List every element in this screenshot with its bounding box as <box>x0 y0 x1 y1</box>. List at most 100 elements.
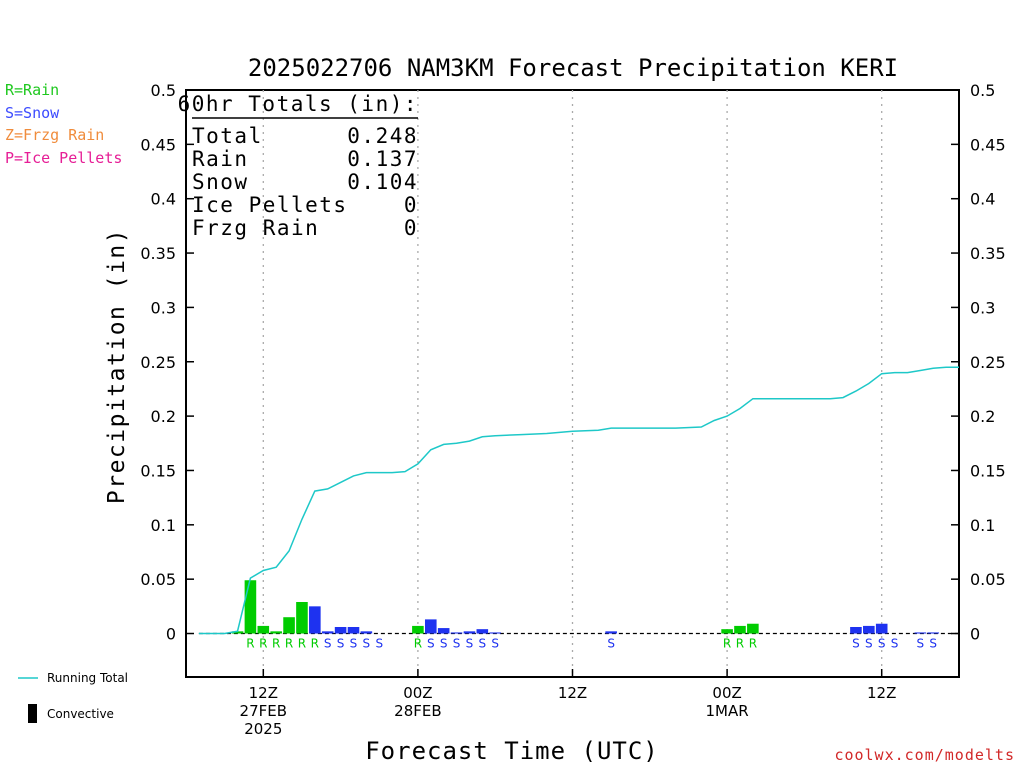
y-tick-label-right: 0.15 <box>970 461 1006 480</box>
y-tick-label-left: 0 <box>166 625 176 644</box>
line-legend: Running Total Convective <box>18 671 128 723</box>
legend-rain: R=Rain <box>5 81 59 99</box>
x-axis-label: Forecast Time (UTC) <box>365 737 659 765</box>
precip-type-label: S <box>324 637 332 651</box>
y-tick-label-right: 0.2 <box>970 407 995 426</box>
y-tick-label-left: 0.05 <box>140 570 176 589</box>
totals-row-value: 0.104 <box>347 170 418 194</box>
precip-type-label: R <box>246 637 254 651</box>
chart-title: 2025022706 NAM3KM Forecast Precipitation… <box>248 54 898 82</box>
precip-type-label: S <box>363 637 371 651</box>
x-tick-label: 2025 <box>244 720 282 738</box>
precip-bar <box>734 625 746 634</box>
y-tick-label-right: 0.35 <box>970 244 1006 263</box>
credit-text: coolwx.com/modelts <box>834 746 1015 764</box>
type-legend: R=Rain S=Snow Z=Frzg Rain P=Ice Pellets <box>5 81 122 167</box>
precip-type-label: S <box>479 637 487 651</box>
x-tick-label: 12Z <box>249 684 278 702</box>
precip-bar <box>450 632 463 634</box>
precip-type-label: S <box>453 637 461 651</box>
running-total-line <box>198 366 959 635</box>
precip-type-label: S <box>852 637 860 651</box>
precip-bar <box>437 628 450 634</box>
precip-type-label: R <box>736 637 744 651</box>
y-tick-label-right: 0.5 <box>970 81 995 100</box>
totals-box: 60hr Totals (in): Total 0.248 Rain 0.137 Sno… <box>178 92 418 240</box>
y-tick-label-right: 0.45 <box>970 135 1006 154</box>
precip-bar <box>875 623 888 634</box>
precip-type-label: R <box>272 637 280 651</box>
x-tick-label: 1MAR <box>706 702 749 720</box>
precip-type-label: S <box>865 637 873 651</box>
x-tick-label: 28FEB <box>394 702 441 720</box>
precip-type-label: S <box>607 637 615 651</box>
legend-ice-pellets: P=Ice Pellets <box>5 149 122 167</box>
precip-type-label: R <box>749 637 757 651</box>
precip-bar <box>914 632 927 634</box>
y-tick-label-left: 0.15 <box>140 461 176 480</box>
precip-type-label: S <box>427 637 435 651</box>
x-tick-label: 12Z <box>867 684 896 702</box>
convective-legend-label: Convective <box>47 707 114 721</box>
convective-legend-box <box>28 704 37 723</box>
totals-row-value: 0.248 <box>347 124 418 148</box>
precip-bar <box>347 626 360 634</box>
totals-header: 60hr Totals (in): <box>178 92 418 116</box>
y-axis-left: 0.5 0.45 0.4 0.35 0.3 0.25 0.2 0.15 0.1 0.05 0 <box>140 81 194 644</box>
y-tick-label-right: 0.3 <box>970 298 995 317</box>
totals-row-value: 0 <box>404 193 418 217</box>
precip-bar <box>424 619 437 634</box>
precip-bar <box>747 623 759 634</box>
precip-bar <box>721 629 733 634</box>
precip-bar <box>244 580 257 634</box>
y-tick-label-left: 0.2 <box>151 407 176 426</box>
precip-type-label: R <box>298 637 306 651</box>
precip-bar <box>412 625 424 634</box>
legend-snow: S=Snow <box>5 104 60 122</box>
totals-row-label: Snow <box>192 170 249 194</box>
running-total-legend-label: Running Total <box>47 671 128 685</box>
y-tick-label-left: 0.1 <box>151 516 176 535</box>
precip-type-label: S <box>375 637 383 651</box>
y-tick-label-left: 0.5 <box>151 81 176 100</box>
legend-frzg-rain: Z=Frzg Rain <box>5 126 104 144</box>
precip-bar <box>321 631 334 634</box>
precip-bar <box>270 631 282 634</box>
precip-type-label: S <box>350 637 358 651</box>
totals-row-label: Frzg Rain <box>192 216 319 240</box>
y-tick-label-right: 0.1 <box>970 516 995 535</box>
y-tick-label-right: 0 <box>970 625 980 644</box>
precip-type-label: R <box>259 637 267 651</box>
precip-type-label: S <box>917 637 925 651</box>
y-tick-label-left: 0.35 <box>140 244 176 263</box>
precip-bar <box>283 617 295 634</box>
precip-bar <box>231 631 244 634</box>
totals-row-label: Rain <box>192 147 249 171</box>
precip-type-label: R <box>285 637 293 651</box>
y-axis-right: 0.5 0.45 0.4 0.35 0.3 0.25 0.2 0.15 0.1 0.05 0 <box>951 81 1006 644</box>
x-tick-label: 00Z <box>403 684 432 702</box>
precip-bars <box>231 580 940 634</box>
precip-type-label: R <box>414 637 422 651</box>
x-tick-label: 27FEB <box>240 702 287 720</box>
y-tick-label-left: 0.45 <box>140 135 176 154</box>
y-tick-label-right: 0.4 <box>970 190 995 209</box>
precip-bar <box>257 625 270 634</box>
precip-type-label: S <box>440 637 448 651</box>
y-axis-label: Precipitation (in) <box>104 228 130 504</box>
precip-bar <box>850 626 862 634</box>
precip-type-label: R <box>311 637 319 651</box>
precip-bar <box>309 606 321 634</box>
grid-lines <box>198 90 959 677</box>
y-tick-label-left: 0.25 <box>140 353 176 372</box>
precip-type-label: S <box>929 637 937 651</box>
precip-bar <box>489 632 501 634</box>
precip-bar <box>863 625 875 634</box>
precip-bar <box>476 629 489 634</box>
precip-bar <box>360 631 373 634</box>
precip-bar <box>463 631 476 634</box>
